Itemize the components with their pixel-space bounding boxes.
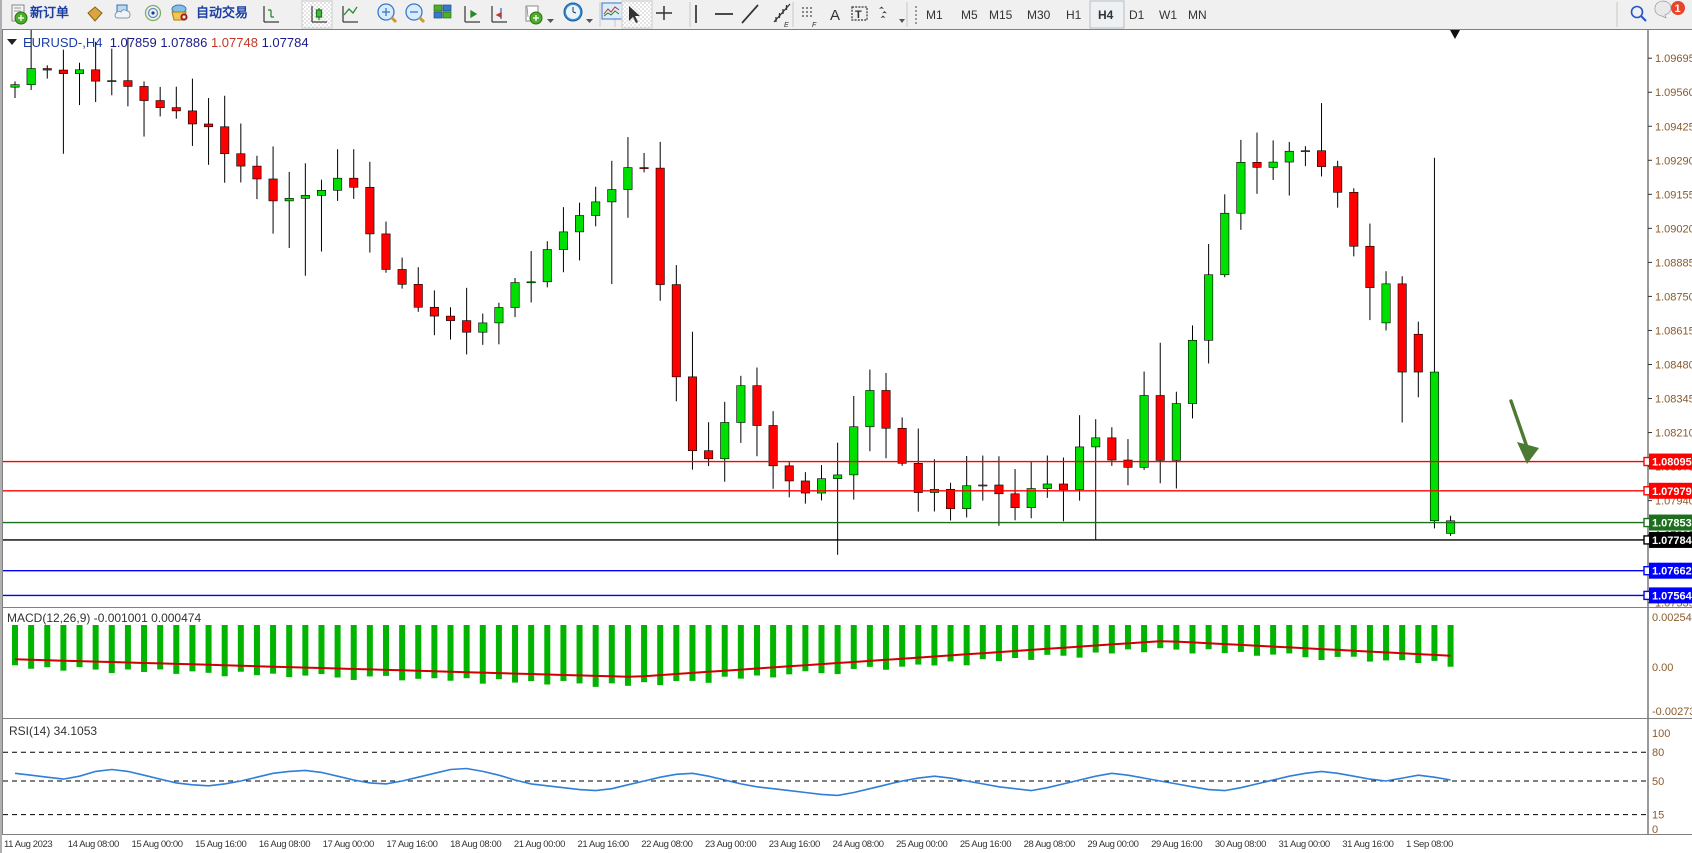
svg-text:M30: M30 xyxy=(1027,8,1051,22)
svg-text:15: 15 xyxy=(1652,810,1664,822)
svg-text:1.08480: 1.08480 xyxy=(1655,359,1692,371)
svg-text:1: 1 xyxy=(1675,3,1681,15)
svg-text:MACD(12,26,9) -0.001001 0.0004: MACD(12,26,9) -0.001001 0.000474 xyxy=(7,611,201,625)
svg-text:1.07564: 1.07564 xyxy=(1652,590,1692,602)
svg-text:H1: H1 xyxy=(1066,8,1082,22)
svg-text:1.09425: 1.09425 xyxy=(1655,121,1692,133)
svg-text:1.07784: 1.07784 xyxy=(1652,535,1692,547)
svg-text:1.07979: 1.07979 xyxy=(1652,486,1692,498)
svg-text:1.08615: 1.08615 xyxy=(1655,325,1692,337)
svg-text:M15: M15 xyxy=(989,8,1013,22)
svg-text:1.09155: 1.09155 xyxy=(1655,189,1692,201)
svg-text:E: E xyxy=(784,22,789,29)
svg-text:1.08210: 1.08210 xyxy=(1655,428,1692,440)
svg-text:1.08345: 1.08345 xyxy=(1655,394,1692,406)
svg-text:80: 80 xyxy=(1652,747,1664,759)
svg-text:1.07662: 1.07662 xyxy=(1652,566,1692,578)
svg-text:-0.002733: -0.002733 xyxy=(1652,706,1692,718)
svg-text:1.09695: 1.09695 xyxy=(1655,53,1692,65)
svg-text:1.07853: 1.07853 xyxy=(1652,518,1692,530)
svg-text:1.08095: 1.08095 xyxy=(1652,457,1692,469)
svg-text:MN: MN xyxy=(1188,8,1207,22)
svg-text:1.08885: 1.08885 xyxy=(1655,257,1692,269)
svg-text:0.00: 0.00 xyxy=(1652,662,1673,674)
svg-text:W1: W1 xyxy=(1159,8,1177,22)
svg-text:50: 50 xyxy=(1652,776,1664,788)
svg-text:100: 100 xyxy=(1652,728,1670,740)
svg-text:M5: M5 xyxy=(961,8,978,22)
svg-text:RSI(14) 34.1053: RSI(14) 34.1053 xyxy=(9,724,97,738)
svg-text:1.08750: 1.08750 xyxy=(1655,291,1692,303)
svg-text:H4: H4 xyxy=(1098,8,1114,22)
svg-text:1.09020: 1.09020 xyxy=(1655,223,1692,235)
svg-text:M1: M1 xyxy=(926,8,943,22)
svg-text:自动交易: 自动交易 xyxy=(196,5,248,20)
svg-text:1.09290: 1.09290 xyxy=(1655,155,1692,167)
svg-text:F: F xyxy=(812,22,817,29)
svg-text:0.002543: 0.002543 xyxy=(1652,612,1692,624)
svg-text:1.09560: 1.09560 xyxy=(1655,87,1692,99)
svg-text:D1: D1 xyxy=(1129,8,1145,22)
svg-text:新订单: 新订单 xyxy=(30,5,69,20)
svg-text:A: A xyxy=(830,7,840,24)
svg-text:T: T xyxy=(855,9,862,21)
